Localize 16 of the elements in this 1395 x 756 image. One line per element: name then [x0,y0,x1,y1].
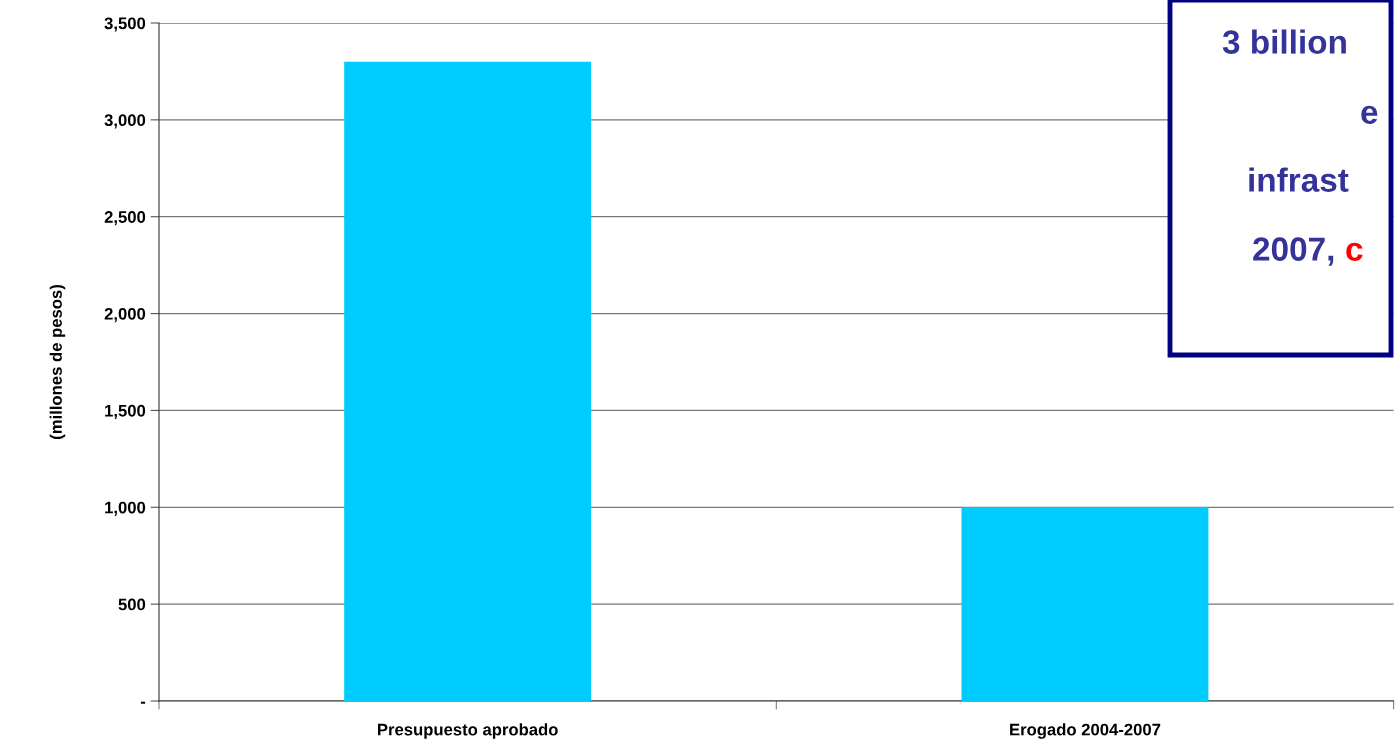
y-tick-label: - [140,701,146,704]
x-tick-label: Erogado 2004-2007 [1010,723,1161,739]
y-tick-label: 3,500 [104,17,146,32]
y-tick-label: 1,500 [105,404,146,420]
annotation: e [1361,105,1378,124]
annotation: 2007, [1253,237,1334,266]
y-tick-label: 2,500 [104,211,146,226]
y-tick-label: 500 [118,598,146,611]
y-tick-label: 3,000 [104,114,146,129]
y-tick-label: 2,000 [104,307,146,323]
x-tick-label: Presupuesto aprobado [378,723,558,739]
y-tick-label: 1,000 [105,501,146,516]
y-axis-title: (millones de pesos) [49,285,66,439]
annotation: 3 billion [1222,29,1346,54]
annotation: infrast [1249,167,1349,192]
annotation: c [1346,242,1363,261]
